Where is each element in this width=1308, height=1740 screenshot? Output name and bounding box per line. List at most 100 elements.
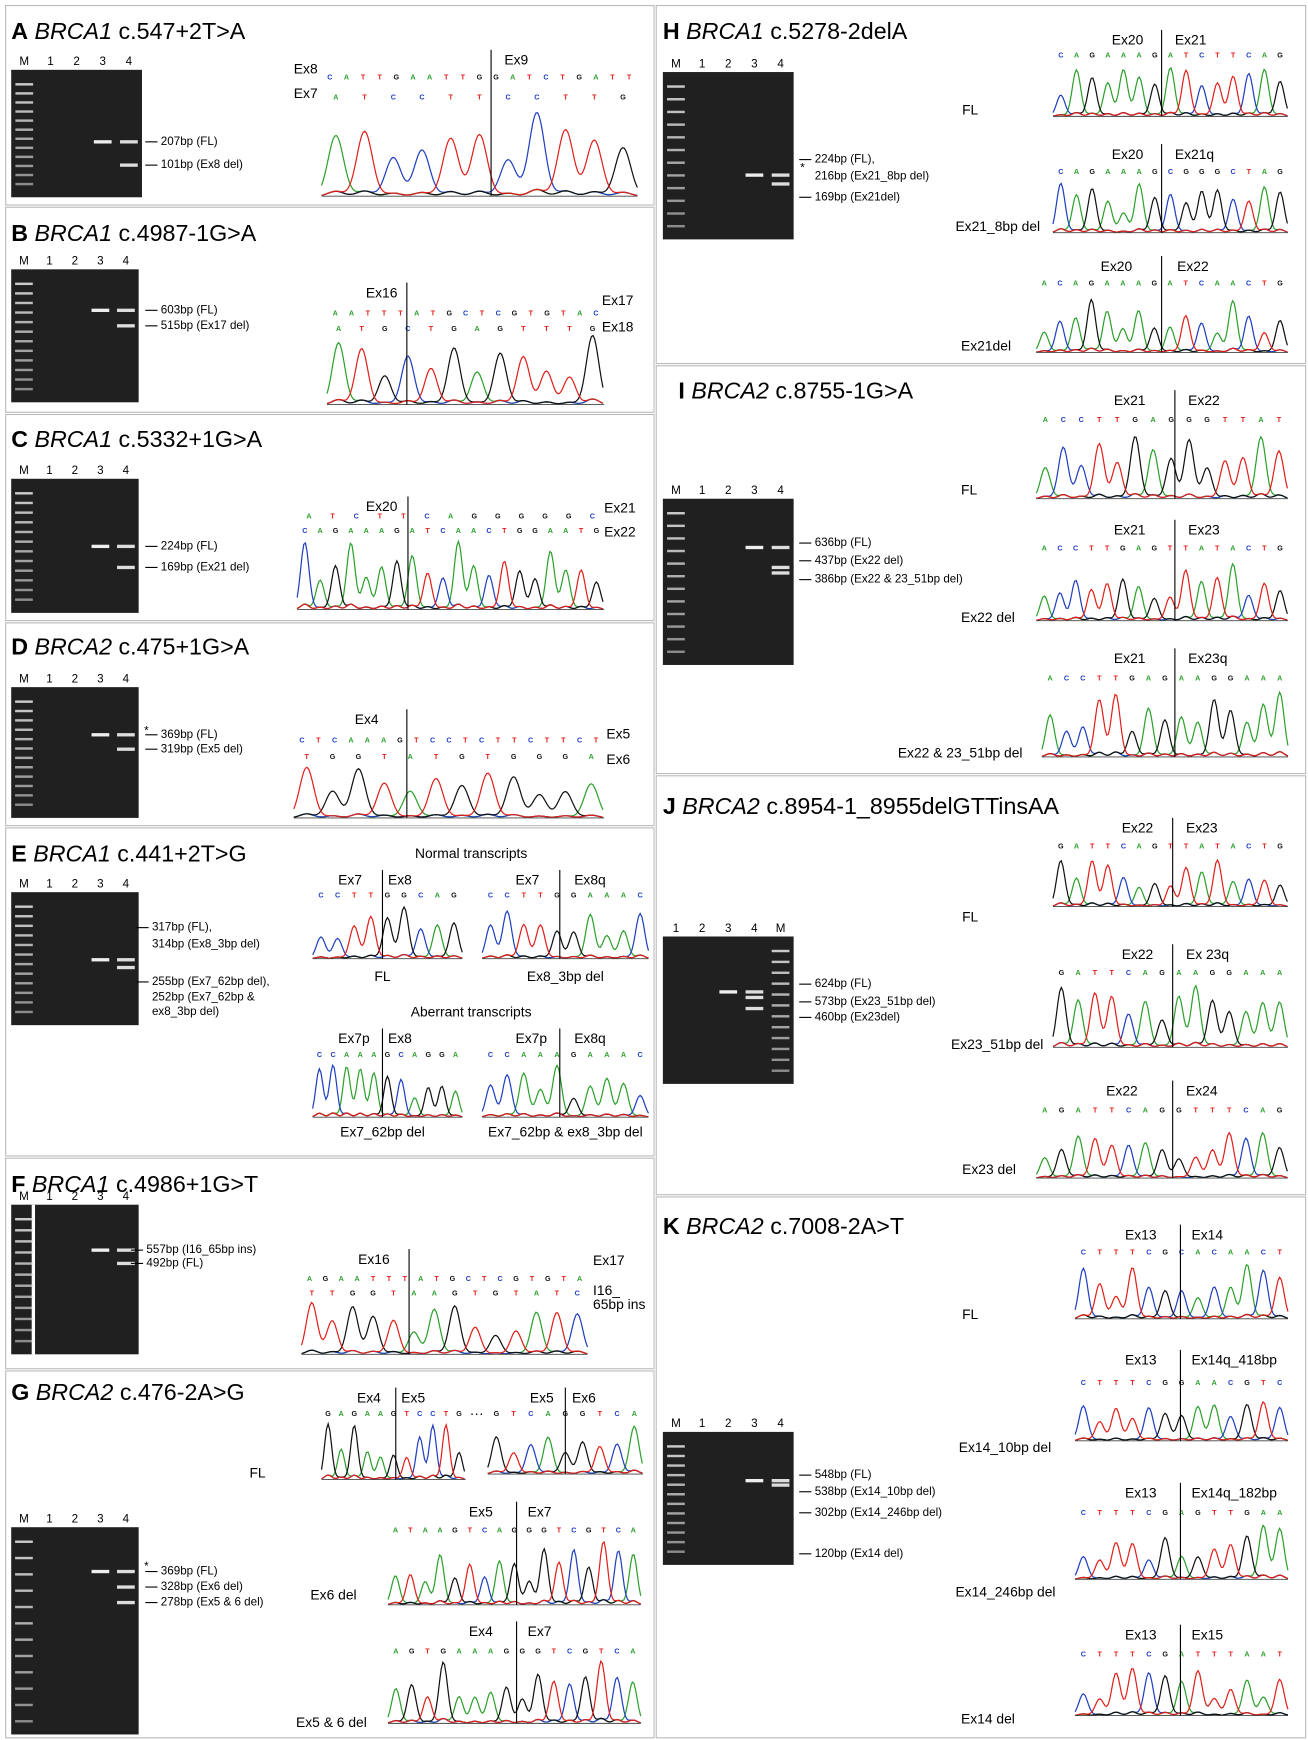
lane-label: 1 — [46, 255, 52, 268]
band-label: 207bp (FL) — [161, 135, 218, 148]
gel-band — [746, 996, 764, 999]
gel-band — [772, 173, 790, 176]
exon-label: Ex7 — [338, 872, 362, 888]
trace-label: Ex14 del — [961, 1711, 1015, 1727]
panel-letter: I — [678, 377, 684, 403]
band-label: 386bp (Ex22 & 23_51bp del) — [815, 573, 963, 586]
ladder-band — [15, 550, 33, 552]
exon-label: Ex14q_418bp — [1192, 1352, 1278, 1368]
variant: c.8755-1G>A — [775, 377, 913, 403]
trace — [1036, 1138, 1287, 1178]
gel-image — [663, 936, 794, 1083]
trace — [482, 914, 648, 958]
trace — [1036, 564, 1287, 620]
trace-label: Ex21del — [961, 338, 1011, 354]
lane-label: M — [19, 55, 29, 68]
panel-letter: H — [663, 18, 680, 44]
sequence: CTCAAAGTCCTCTTCTTCT — [299, 735, 598, 744]
lane-label: 1 — [699, 1417, 705, 1430]
panel-letter: D — [11, 633, 28, 659]
lane-label: 2 — [72, 877, 78, 890]
trace — [1075, 1673, 1288, 1715]
ladder-band — [667, 512, 685, 514]
gene-name: BRCA1 — [686, 18, 764, 44]
gel-band — [117, 748, 135, 751]
exon-label: Ex21q — [1175, 146, 1214, 162]
exon-label: Ex7 — [294, 85, 318, 101]
lane-label: 3 — [97, 1513, 103, 1526]
exon-label: Ex23 — [1188, 522, 1220, 538]
ladder-band — [667, 1483, 685, 1485]
lane-label: 3 — [751, 57, 757, 70]
gel-band — [92, 309, 110, 312]
exon-label: Ex5 — [401, 1389, 425, 1405]
ladder-band — [15, 1541, 33, 1543]
gel-band — [772, 182, 790, 185]
sequence: CAGAAAGATCAACTGGAATG — [302, 526, 599, 535]
exon-label: Ex8 — [388, 872, 412, 888]
panel-title: G BRCA2 c.476-2A>G — [11, 1379, 244, 1405]
gel-band — [92, 1248, 110, 1251]
exon-label: Ex21 — [1175, 32, 1207, 48]
sequence: ATCTTCAGGGGGC — [306, 511, 595, 520]
panel-title: E BRCA1 c.441+2T>G — [11, 841, 246, 867]
trace — [302, 1314, 588, 1354]
gel-band — [746, 1479, 764, 1482]
band-label: 255bp (Ex7_62bp del), — [152, 975, 270, 988]
panel-letter: E — [11, 841, 27, 867]
lane-label: M — [19, 464, 29, 477]
ladder-band — [15, 330, 33, 332]
exon-label: Ex23 — [1186, 820, 1218, 836]
trace — [322, 113, 638, 196]
band-label: 314bp (Ex8_3bp del) — [152, 937, 260, 950]
ladder-band — [667, 1464, 685, 1466]
trace-label: Ex21_8bp del — [955, 218, 1040, 234]
gene-name: BRCA2 — [691, 377, 769, 403]
band-label: 120bp (Ex14 del) — [815, 1547, 904, 1560]
ladder-band — [15, 598, 33, 600]
ladder-band — [667, 525, 685, 527]
section-heading: Aberrant transcripts — [411, 1004, 532, 1020]
trace — [1042, 700, 1288, 757]
gel-band — [719, 990, 737, 993]
ladder-band — [15, 521, 33, 523]
ladder-band — [667, 588, 685, 590]
sequence: ATGCTGAGTTTG — [336, 324, 596, 333]
exon-label: Ex13 — [1125, 1226, 1157, 1242]
ladder-band — [15, 1218, 33, 1220]
lane-label: 4 — [777, 57, 784, 70]
trace — [313, 1076, 463, 1116]
gel-image — [663, 1432, 794, 1565]
ladder-band — [15, 934, 33, 936]
gel-band — [120, 163, 138, 166]
exon-label: Ex4 — [357, 1389, 381, 1405]
ladder-band — [15, 560, 33, 562]
exon-label: Ex13 — [1125, 1485, 1157, 1501]
sequence: CATTGAATTGGATCTGATT — [327, 72, 632, 81]
trace-label: FL — [961, 482, 977, 498]
sequence: ACCTTGAGTTATACTG — [1042, 544, 1284, 553]
lane-label: 4 — [123, 672, 130, 685]
lane-label: 1 — [46, 877, 52, 890]
exon-label: Ex8q — [574, 1030, 606, 1046]
gel-image — [11, 687, 138, 818]
ladder-band — [667, 212, 685, 214]
trace — [388, 1682, 641, 1722]
lane-label: 4 — [123, 1513, 130, 1526]
trace — [327, 356, 603, 403]
trace — [482, 931, 648, 958]
ladder-band — [15, 1638, 33, 1640]
lane-label: 3 — [97, 672, 103, 685]
lane-label: 4 — [126, 55, 133, 68]
ladder-band — [667, 1455, 685, 1457]
ladder-band — [772, 1069, 790, 1071]
ladder-band — [667, 136, 685, 138]
ladder-band — [15, 1296, 33, 1298]
exon-label: Ex22 — [1122, 946, 1154, 962]
lane-label: 3 — [725, 922, 731, 935]
trace-label: FL — [962, 101, 978, 117]
exon-label: Ex4 — [469, 1623, 493, 1639]
ladder-band — [15, 569, 33, 571]
